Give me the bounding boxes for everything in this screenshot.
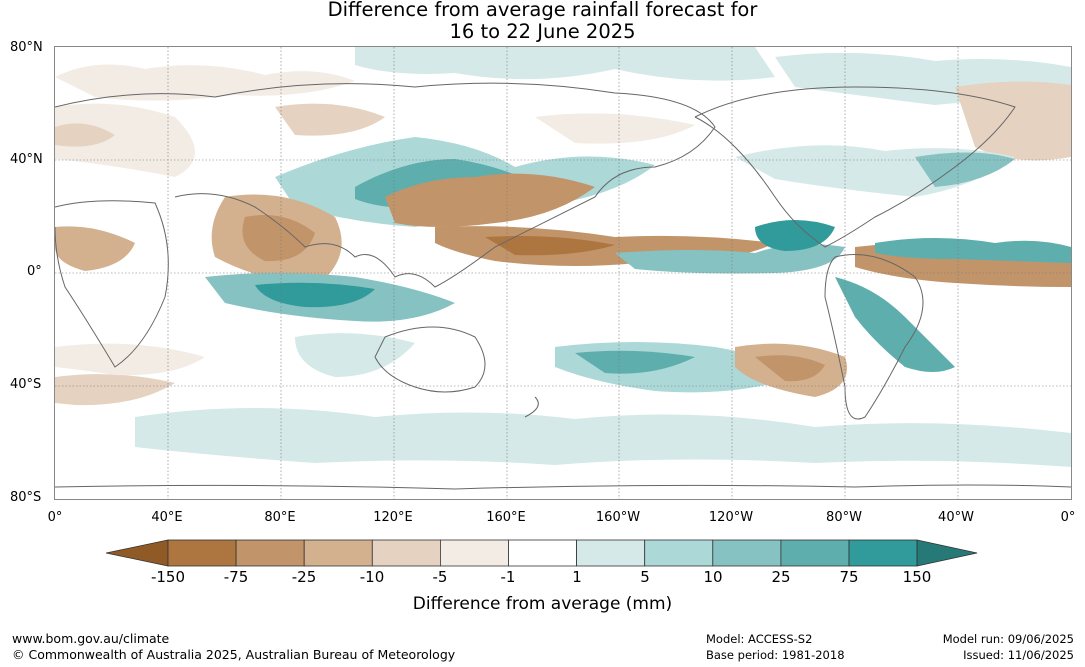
colorbar-tick: -10 <box>359 568 385 586</box>
graticule <box>55 47 1071 499</box>
lon-label-120w: 120°W <box>708 510 754 525</box>
footer-model-run: Model run: 09/06/2025 <box>942 632 1074 646</box>
map-title-line2: 16 to 22 June 2025 <box>449 20 636 43</box>
colorbar-segment <box>508 539 577 567</box>
footer-model: Model: ACCESS-S2 <box>706 632 813 646</box>
map-canvas <box>55 47 1071 499</box>
lat-label-40s: 40°S <box>10 377 42 392</box>
colorbar-segment <box>644 539 714 567</box>
lon-label-80w: 80°W <box>826 510 862 525</box>
colorbar-segment <box>780 539 850 567</box>
lon-label-160w: 160°W <box>595 510 641 525</box>
colorbar-tick: -1 <box>500 568 516 586</box>
colorbar-tick: 5 <box>640 568 650 586</box>
footer-issued: Issued: 11/06/2025 <box>963 648 1074 662</box>
map-title-line1: Difference from average rainfall forecas… <box>327 0 758 21</box>
colorbar-segment <box>303 539 373 567</box>
anomaly-fields <box>55 47 1071 499</box>
coastlines <box>55 82 1071 490</box>
colorbar-title: Difference from average (mm) <box>412 594 673 614</box>
lon-label-0-right: 0° <box>1060 510 1076 525</box>
colorbar-tick: -5 <box>432 568 448 586</box>
colorbar-segment <box>167 539 237 567</box>
rainfall-anomaly-map <box>54 46 1072 500</box>
colorbar-tick: 150 <box>902 568 932 586</box>
colorbar-extend-low <box>106 539 169 567</box>
lon-label-160e: 160°E <box>486 510 526 525</box>
colorbar-segment <box>576 539 646 567</box>
lon-label-0-left: 0° <box>47 510 63 525</box>
lon-label-80e: 80°E <box>264 510 296 525</box>
lat-label-40n: 40°N <box>10 152 43 167</box>
colorbar-tick: -150 <box>150 568 186 586</box>
lat-label-80n: 80°N <box>10 40 43 55</box>
colorbar-tick: -25 <box>291 568 317 586</box>
colorbar-tick: 1 <box>572 568 582 586</box>
lat-label-equator: 0° <box>27 264 42 279</box>
lon-label-40e: 40°E <box>151 510 183 525</box>
footer-url[interactable]: www.bom.gov.au/climate <box>12 631 170 646</box>
colorbar-segment <box>848 539 918 567</box>
colorbar-tick: 75 <box>839 568 859 586</box>
lon-label-120e: 120°E <box>373 510 413 525</box>
lat-label-80s: 80°S <box>10 490 42 505</box>
colorbar-segment <box>235 539 305 567</box>
colorbar-segment <box>712 539 782 567</box>
footer-copyright: © Commonwealth of Australia 2025, Austra… <box>12 647 456 662</box>
colorbar-tick: 10 <box>703 568 723 586</box>
colorbar-segment <box>439 539 509 567</box>
colorbar-tick: 25 <box>771 568 791 586</box>
colorbar-extend-high <box>916 539 978 567</box>
lon-label-40w: 40°W <box>938 510 974 525</box>
colorbar <box>106 539 978 567</box>
colorbar-segment <box>371 539 441 567</box>
colorbar-tick: -75 <box>223 568 249 586</box>
footer-base-period: Base period: 1981-2018 <box>706 648 845 662</box>
